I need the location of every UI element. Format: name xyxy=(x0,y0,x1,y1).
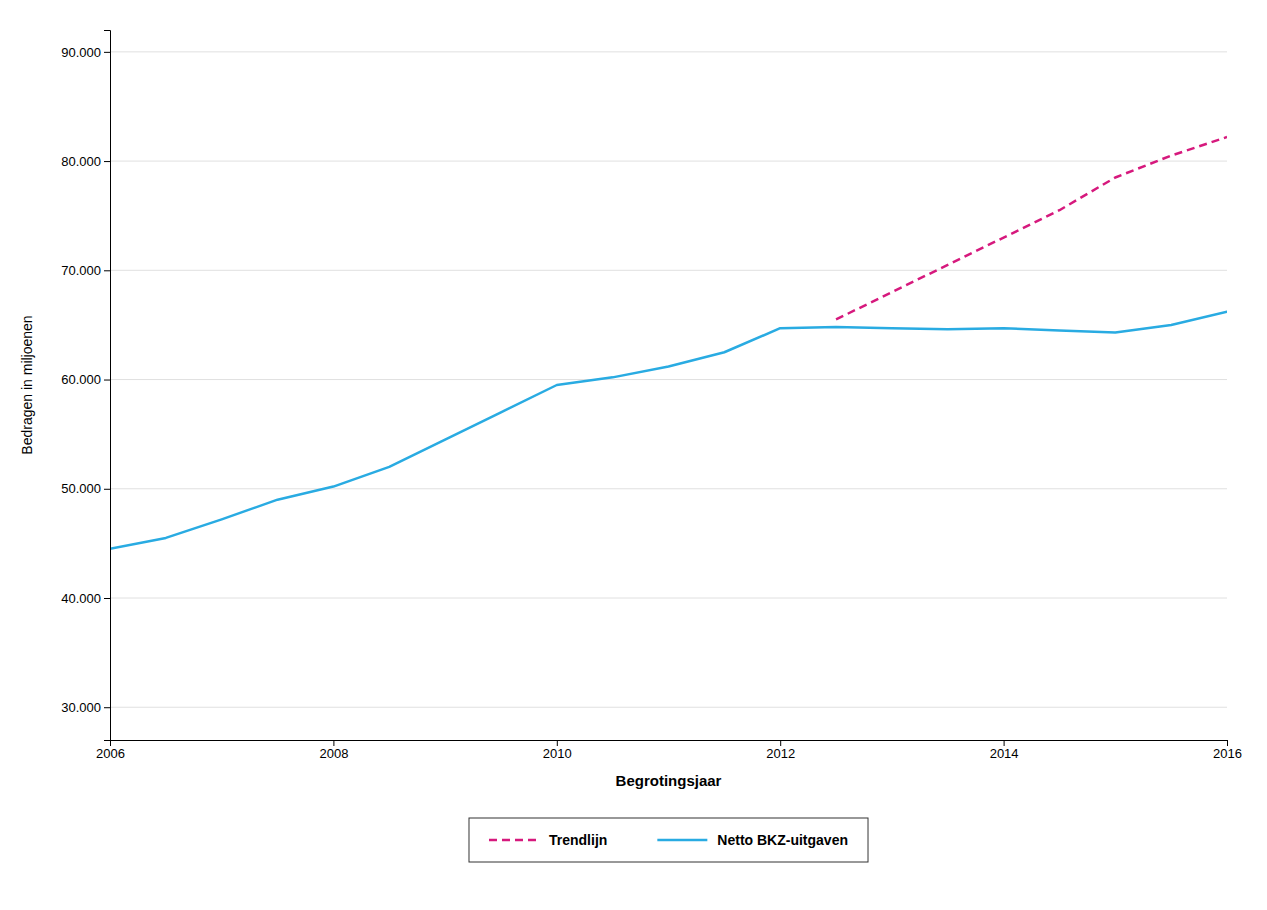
tick-label: 30.000 xyxy=(61,700,101,715)
grid xyxy=(110,52,1227,707)
legend-label: Netto BKZ-uitgaven xyxy=(717,832,848,848)
tick-mark xyxy=(780,740,781,746)
grid-line xyxy=(110,488,1227,489)
tick-label: 2014 xyxy=(990,746,1019,761)
tick-mark xyxy=(104,270,110,271)
tick-label: 2010 xyxy=(543,746,572,761)
tick-mark xyxy=(104,380,110,381)
tick-mark xyxy=(104,598,110,599)
tick: 30.000 xyxy=(61,700,110,715)
tick-mark xyxy=(1227,740,1228,746)
legend-item: Trendlijn xyxy=(489,832,607,848)
y-axis-title: Bedragen in miljoenen xyxy=(19,315,35,454)
tick-mark xyxy=(104,489,110,490)
tick-label: 2016 xyxy=(1213,746,1242,761)
tick-label: 70.000 xyxy=(61,263,101,278)
tick-mark xyxy=(333,740,334,746)
grid-line xyxy=(110,51,1227,52)
tick: 2014 xyxy=(990,740,1019,761)
x-axis: 2006 2008 2010 2012 2014 2016 xyxy=(96,740,1242,761)
legend-swatch xyxy=(489,839,539,842)
tick: 2008 xyxy=(319,740,348,761)
y-axis: 30.000 40.000 50.000 60.000 70.000 80.000 90.0… xyxy=(61,31,110,741)
axis-line xyxy=(111,741,1228,747)
tick-label: 40.000 xyxy=(61,591,101,606)
series-line xyxy=(836,137,1227,319)
legend-item: Netto BKZ-uitgaven xyxy=(657,832,848,848)
axis-line xyxy=(104,31,111,741)
tick-mark xyxy=(557,740,558,746)
tick: 50.000 xyxy=(61,481,110,496)
tick: 90.000 xyxy=(61,45,110,60)
tick-mark xyxy=(104,707,110,708)
tick-label: 60.000 xyxy=(61,372,101,387)
tick: 2010 xyxy=(543,740,572,761)
tick-label: 2008 xyxy=(319,746,348,761)
legend-swatch xyxy=(657,839,707,842)
tick: 80.000 xyxy=(61,154,110,169)
x-axis-title: Begrotingsjaar xyxy=(616,772,722,789)
legend-label: Trendlijn xyxy=(549,832,607,848)
legend: Trendlijn Netto BKZ-uitgaven xyxy=(469,818,868,862)
tick-label: 90.000 xyxy=(61,45,101,60)
tick-label: 2006 xyxy=(96,746,125,761)
grid-line xyxy=(110,379,1227,380)
grid-line xyxy=(110,161,1227,162)
legend-frame xyxy=(469,818,868,862)
tick-mark xyxy=(104,161,110,162)
chart: 2006 2008 2010 2012 2014 2016 30.000 40.000 50.0… xyxy=(0,0,1267,910)
plot: 2006 2008 2010 2012 2014 2016 30.000 40.000 50.0… xyxy=(19,31,1242,790)
tick-label: 50.000 xyxy=(61,481,101,496)
tick-mark xyxy=(1004,740,1005,746)
tick-label: 80.000 xyxy=(61,154,101,169)
tick: 70.000 xyxy=(61,263,110,278)
series-line xyxy=(110,312,1227,549)
grid-line xyxy=(110,270,1227,271)
grid-line xyxy=(110,598,1227,599)
tick-label: 2012 xyxy=(766,746,795,761)
tick: 40.000 xyxy=(61,591,110,606)
tick-mark xyxy=(104,52,110,53)
grid-line xyxy=(110,707,1227,708)
tick: 2016 xyxy=(1213,740,1242,761)
marks xyxy=(110,137,1227,549)
tick: 60.000 xyxy=(61,372,110,387)
tick: 2012 xyxy=(766,740,795,761)
tick: 2006 xyxy=(96,740,125,761)
